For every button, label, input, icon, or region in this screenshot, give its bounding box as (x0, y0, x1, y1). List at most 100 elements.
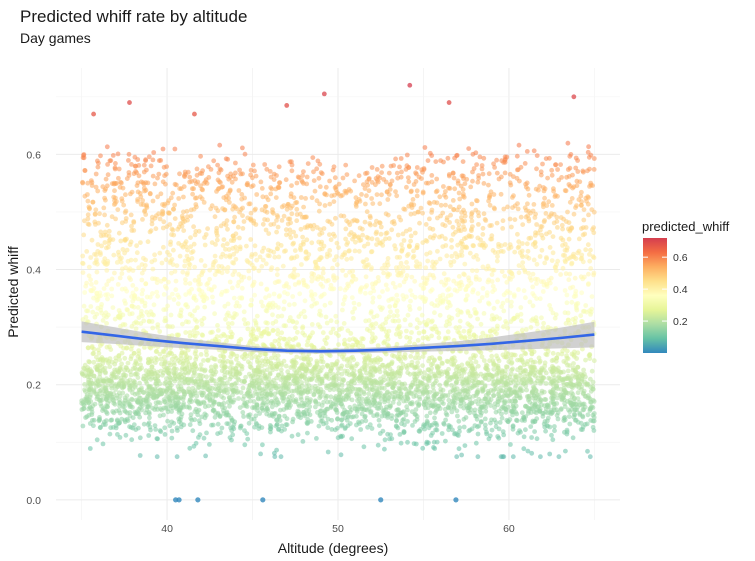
scatter-point (475, 291, 481, 296)
scatter-point (327, 178, 332, 184)
scatter-point (516, 263, 522, 268)
scatter-point (182, 263, 188, 269)
scatter-point (395, 232, 401, 238)
scatter-point (428, 288, 433, 294)
scatter-point (395, 327, 400, 332)
scatter-point (514, 175, 520, 181)
scatter-point (123, 409, 128, 415)
scatter-point (267, 423, 273, 428)
scatter-point (259, 333, 264, 339)
scatter-point (275, 331, 281, 337)
scatter-point (475, 179, 481, 185)
scatter-point (123, 265, 129, 271)
scatter-point (225, 156, 231, 162)
scatter-point (430, 430, 435, 436)
scatter-point (104, 321, 109, 326)
scatter-point (351, 300, 357, 306)
scatter-point (106, 278, 111, 284)
scatter-point (540, 325, 546, 331)
scatter-point (412, 278, 418, 284)
scatter-point (425, 373, 430, 379)
scatter-point (418, 205, 424, 211)
scatter-point (191, 224, 197, 230)
scatter-point (426, 396, 431, 402)
scatter-point (80, 270, 86, 275)
scatter-point (191, 332, 196, 338)
scatter-point (350, 309, 355, 315)
scatter-point (491, 366, 497, 372)
scatter-point (293, 335, 299, 341)
scatter-point (420, 275, 426, 281)
scatter-point (139, 270, 145, 276)
scatter-point (546, 199, 552, 205)
scatter-point (378, 231, 384, 237)
scatter-point (344, 371, 350, 376)
scatter-point (552, 428, 557, 434)
scatter-point (398, 440, 404, 446)
scatter-point (279, 313, 285, 319)
scatter-point (383, 236, 388, 242)
scatter-point (196, 435, 201, 440)
scatter-point (154, 381, 159, 386)
scatter-point (417, 394, 422, 400)
scatter-point (202, 415, 208, 421)
scatter-point (121, 372, 127, 378)
scatter-point (311, 391, 317, 397)
scatter-point (548, 400, 554, 405)
scatter-point (186, 404, 192, 410)
scatter-point (515, 201, 520, 207)
scatter-point (95, 164, 101, 170)
scatter-point (292, 266, 297, 272)
scatter-point (96, 350, 102, 356)
scatter-point (370, 285, 376, 290)
scatter-point (287, 302, 292, 308)
scatter-point (174, 454, 180, 460)
scatter-point (396, 401, 402, 406)
scatter-point (566, 277, 572, 283)
scatter-point (553, 358, 559, 364)
scatter-point (305, 430, 310, 436)
scatter-point (207, 276, 213, 282)
scatter-point (91, 359, 97, 365)
scatter-point (125, 360, 131, 366)
scatter-point (318, 419, 324, 424)
scatter-point (244, 243, 249, 249)
scatter-point (332, 257, 337, 263)
scatter-point (181, 422, 187, 428)
scatter-point (407, 335, 413, 341)
scatter-point (330, 381, 336, 386)
scatter-point (186, 319, 191, 325)
scatter-point (89, 183, 95, 188)
scatter-point (272, 391, 278, 397)
scatter-point (501, 308, 507, 314)
scatter-point (187, 290, 193, 296)
scatter-point (512, 249, 518, 255)
scatter-point (174, 400, 180, 406)
scatter-point (122, 404, 127, 409)
scatter-point (549, 258, 555, 263)
scatter-point (129, 189, 135, 195)
scatter-point (343, 226, 349, 232)
scatter-point (198, 378, 204, 383)
scatter-point (538, 224, 544, 229)
scatter-point (386, 170, 392, 176)
scatter-point (496, 241, 501, 247)
scatter-point (333, 313, 339, 319)
scatter-point (432, 233, 437, 239)
scatter-point (423, 265, 429, 271)
scatter-point (447, 303, 453, 308)
scatter-point (478, 404, 484, 410)
scatter-point (528, 235, 534, 241)
scatter-point (304, 379, 309, 385)
scatter-point (545, 415, 551, 421)
scatter-point (525, 248, 531, 254)
scatter-point (320, 276, 326, 282)
scatter-point (435, 303, 440, 308)
scatter-point (154, 454, 160, 460)
scatter-point (449, 244, 454, 250)
scatter-point (513, 409, 519, 415)
scatter-point (262, 351, 268, 357)
scatter-point (399, 242, 404, 248)
scatter-point (432, 410, 438, 415)
scatter-point (163, 257, 169, 263)
